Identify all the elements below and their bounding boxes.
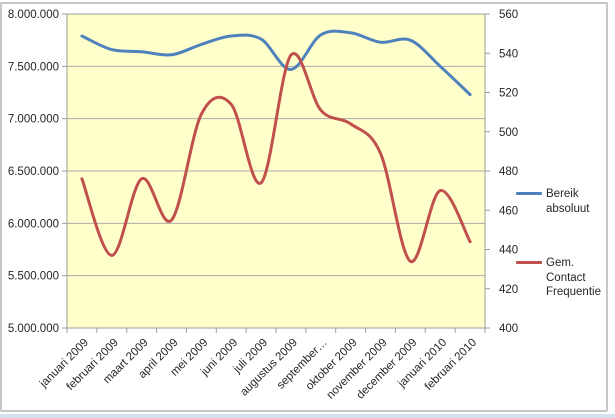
- y-left-tick-label: 5.000.000: [8, 323, 59, 335]
- y-left-tick-label: 8.000.000: [8, 9, 59, 21]
- y-left-tick-label: 6.500.000: [8, 166, 59, 178]
- y-left-tick-label: 7.500.000: [8, 61, 59, 73]
- series-line-gem-contact-frequentie[interactable]: [80, 51, 472, 263]
- legend-item-bereik-absoluut[interactable]: Bereik absoluut: [516, 187, 612, 216]
- legend-item-gem-contact-frequentie[interactable]: Gem. Contact Frequentie: [516, 256, 612, 300]
- y-right-tick-label: 480: [499, 166, 518, 178]
- y-right-tick-label: 440: [499, 245, 518, 257]
- y-left-tick-label: 5.500.000: [8, 271, 59, 283]
- y-right-tick-label: 400: [499, 323, 518, 335]
- legend-label: Gem. Contact Frequentie: [546, 257, 601, 298]
- y-right-tick-label: 520: [499, 88, 518, 100]
- legend-label: Bereik absoluut: [546, 188, 590, 215]
- y-left-tick-label: 6.000.000: [8, 218, 59, 230]
- y-right-tick-label: 500: [499, 127, 518, 139]
- legend-line-swatch-red: [516, 261, 542, 264]
- legend-line-swatch-blue: [516, 192, 542, 195]
- y-right-tick-label: 540: [499, 48, 518, 60]
- series-line-bereik-absoluut[interactable]: [80, 29, 472, 97]
- y-left-tick-label: 7.000.000: [8, 114, 59, 126]
- y-right-tick-label: 560: [499, 9, 518, 21]
- y-right-tick-label: 420: [499, 284, 518, 296]
- y-right-tick-label: 460: [499, 205, 518, 217]
- worksheet-edge-strip: [0, 414, 615, 418]
